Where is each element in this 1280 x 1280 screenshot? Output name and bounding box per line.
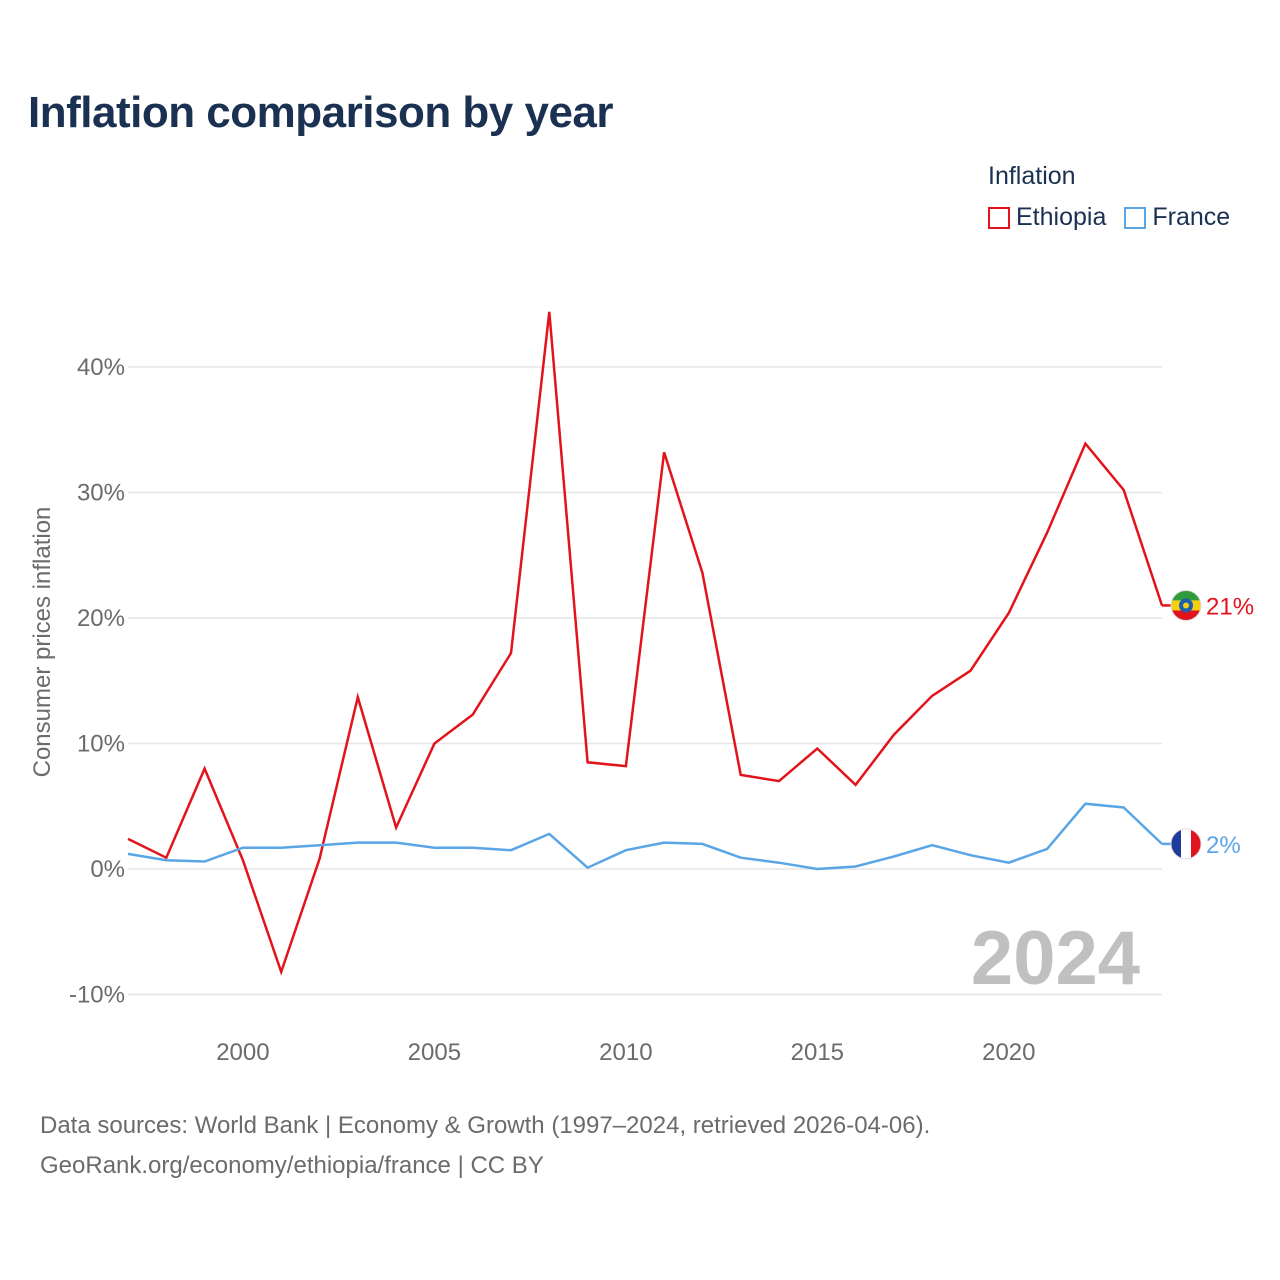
legend-swatch-ethiopia bbox=[988, 206, 1010, 229]
data-point-ethiopia[interactable] bbox=[1121, 487, 1127, 493]
legend-label-ethiopia: Ethiopia bbox=[1016, 203, 1107, 231]
data-point-france[interactable] bbox=[968, 852, 974, 858]
legend: Inflation Ethiopia France bbox=[988, 162, 1230, 232]
data-point-france[interactable] bbox=[355, 840, 361, 846]
data-point-ethiopia[interactable] bbox=[891, 732, 897, 738]
data-point-france[interactable] bbox=[661, 840, 667, 846]
data-point-france[interactable] bbox=[278, 845, 284, 851]
data-point-ethiopia[interactable] bbox=[240, 857, 246, 863]
data-point-france[interactable] bbox=[1121, 805, 1127, 811]
data-point-france[interactable] bbox=[853, 863, 859, 869]
series-line-ethiopia[interactable] bbox=[127, 311, 1164, 976]
data-point-france[interactable] bbox=[125, 851, 131, 857]
data-point-ethiopia[interactable] bbox=[470, 712, 476, 718]
chart-title: Inflation comparison by year bbox=[28, 88, 614, 137]
data-point-france[interactable] bbox=[929, 842, 935, 848]
data-point-ethiopia[interactable] bbox=[431, 741, 437, 747]
data-point-france[interactable] bbox=[431, 845, 437, 851]
data-point-france[interactable] bbox=[1082, 801, 1088, 807]
data-point-ethiopia[interactable] bbox=[738, 772, 744, 778]
data-point-ethiopia[interactable] bbox=[1044, 530, 1050, 536]
data-point-france[interactable] bbox=[814, 866, 820, 872]
x-tick-label: 2010 bbox=[599, 1039, 652, 1066]
data-point-france[interactable] bbox=[163, 857, 169, 863]
legend-label-france: France bbox=[1152, 203, 1231, 231]
data-point-ethiopia[interactable] bbox=[1082, 441, 1088, 447]
data-point-ethiopia[interactable] bbox=[355, 694, 361, 700]
data-point-france[interactable] bbox=[508, 847, 514, 853]
data-point-ethiopia[interactable] bbox=[278, 969, 284, 975]
y-tick-label: 20% bbox=[77, 605, 125, 632]
end-value-label: 21% bbox=[1206, 593, 1254, 620]
y-tick-label: 0% bbox=[90, 856, 125, 883]
series-line-france[interactable] bbox=[127, 802, 1163, 871]
data-point-ethiopia[interactable] bbox=[853, 782, 859, 788]
data-point-france[interactable] bbox=[738, 855, 744, 861]
data-point-france[interactable] bbox=[470, 845, 476, 851]
data-point-ethiopia[interactable] bbox=[546, 309, 552, 315]
data-point-france[interactable] bbox=[699, 841, 705, 847]
data-point-ethiopia[interactable] bbox=[316, 856, 322, 862]
data-point-ethiopia[interactable] bbox=[814, 746, 820, 752]
data-point-ethiopia[interactable] bbox=[776, 778, 782, 784]
data-point-ethiopia[interactable] bbox=[508, 650, 514, 656]
data-point-ethiopia[interactable] bbox=[393, 825, 399, 831]
data-point-france[interactable] bbox=[546, 831, 552, 837]
data-point-ethiopia[interactable] bbox=[968, 668, 974, 674]
y-tick-label: 30% bbox=[77, 480, 125, 507]
x-tick-label: 2000 bbox=[216, 1039, 269, 1066]
data-point-france[interactable] bbox=[240, 845, 246, 851]
data-point-ethiopia[interactable] bbox=[125, 836, 131, 842]
x-tick-label: 2015 bbox=[791, 1039, 844, 1066]
y-axis-label: Consumer prices inflation bbox=[29, 507, 56, 778]
y-tick-label: 40% bbox=[77, 354, 125, 381]
legend-item-france[interactable]: France bbox=[1124, 203, 1230, 232]
data-point-france[interactable] bbox=[393, 840, 399, 846]
data-source-text: Data sources: World Bank | Economy & Gro… bbox=[40, 1112, 931, 1139]
legend-swatch-france bbox=[1124, 206, 1147, 229]
footer: Data sources: World Bank | Economy & Gro… bbox=[40, 1106, 930, 1186]
y-tick-label: -10% bbox=[69, 982, 125, 1009]
data-point-ethiopia[interactable] bbox=[929, 693, 935, 699]
data-point-ethiopia[interactable] bbox=[623, 763, 629, 769]
data-point-france[interactable] bbox=[891, 853, 897, 859]
data-point-ethiopia[interactable] bbox=[585, 759, 591, 765]
legend-item-ethiopia[interactable]: Ethiopia bbox=[988, 203, 1106, 232]
data-point-france[interactable] bbox=[202, 858, 208, 864]
data-point-ethiopia[interactable] bbox=[1006, 610, 1012, 616]
x-tick-label: 2020 bbox=[982, 1039, 1035, 1066]
data-point-ethiopia[interactable] bbox=[202, 766, 208, 772]
data-point-france[interactable] bbox=[1044, 846, 1050, 852]
line-chart: -10%0%10%20%30%40% 2000 2005 2010 2015 2020 … bbox=[29, 309, 1254, 1066]
data-point-france[interactable] bbox=[1006, 860, 1012, 866]
source-url-text: GeoRank.org/economy/ethiopia/france | CC… bbox=[40, 1152, 544, 1179]
data-point-ethiopia[interactable] bbox=[699, 570, 705, 576]
france-flag-icon bbox=[1170, 828, 1202, 860]
data-point-france[interactable] bbox=[585, 865, 591, 871]
data-point-ethiopia[interactable] bbox=[661, 449, 667, 455]
data-point-france[interactable] bbox=[316, 842, 322, 848]
data-point-france[interactable] bbox=[776, 860, 782, 866]
legend-title: Inflation bbox=[988, 162, 1076, 190]
data-point-france[interactable] bbox=[623, 847, 629, 853]
ethiopia-flag-icon bbox=[1170, 589, 1202, 621]
x-tick-label: 2005 bbox=[408, 1039, 461, 1066]
year-watermark: 2024 bbox=[971, 916, 1140, 1001]
y-tick-label: 10% bbox=[77, 731, 125, 758]
end-value-label: 2% bbox=[1206, 832, 1241, 859]
